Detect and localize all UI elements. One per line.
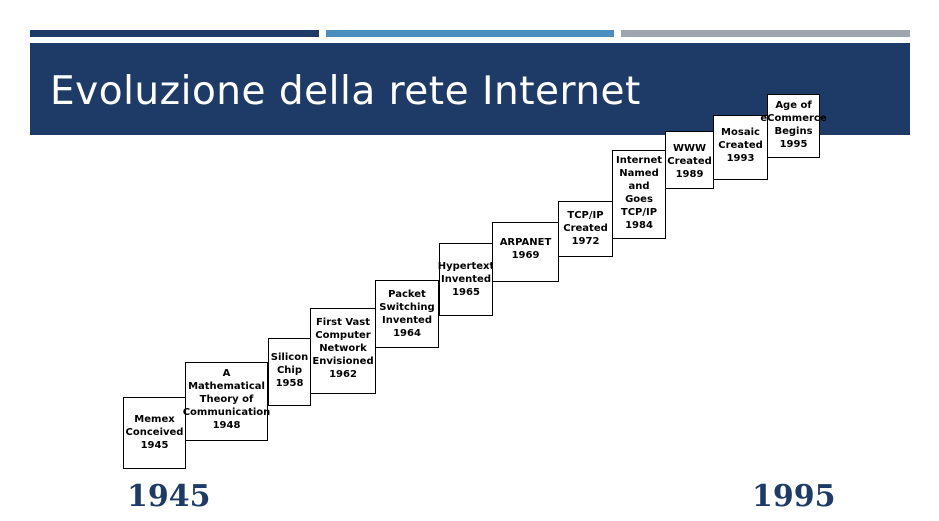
step-year: 1993	[726, 153, 755, 164]
accent-bar-dark	[30, 30, 319, 37]
step-year: 1948	[212, 420, 241, 431]
step-label: TCP/IP Created	[563, 210, 608, 234]
step-label: ARPANET	[499, 237, 552, 248]
step-year: 1995	[779, 139, 808, 150]
step-internet-named: Internet Named and Goes TCP/IP 1984	[612, 150, 666, 239]
step-label: Memex Conceived	[125, 414, 184, 438]
step-hypertext: Hypertext Invented 1965	[437, 243, 495, 316]
step-label: Internet Named and Goes TCP/IP	[615, 155, 662, 218]
step-tcp-ip-created: TCP/IP Created 1972	[558, 201, 613, 257]
step-year: 1958	[275, 378, 304, 389]
step-ecommerce: Age of eCommerce Begins 1995	[760, 94, 827, 158]
step-label: Silicon Chip	[270, 352, 309, 376]
step-www: WWW Created 1989	[665, 131, 714, 189]
step-label: A Mathematical Theory of Communication	[182, 368, 271, 418]
timeline-start-year: 1945	[127, 479, 211, 514]
step-packet-switching: Packet Switching Invented 1964	[375, 280, 439, 348]
step-label: Packet Switching Invented	[379, 289, 435, 326]
step-memex: Memex Conceived 1945	[123, 397, 186, 469]
accent-bar-gray	[621, 30, 910, 37]
step-year: 1989	[675, 169, 704, 180]
slide-title: Evoluzione della rete Internet	[50, 69, 641, 114]
step-label: WWW Created	[667, 143, 712, 167]
step-label: First Vast Computer Network Envisioned	[312, 317, 374, 367]
step-label: Age of eCommerce Begins	[760, 100, 827, 137]
step-mathematical-theory: A Mathematical Theory of Communication 1…	[182, 362, 271, 441]
step-year: 1984	[625, 220, 653, 231]
step-year: 1972	[571, 236, 600, 247]
step-label: Hypertext Invented	[437, 261, 495, 285]
accent-bar-blue	[326, 30, 614, 37]
step-arpanet: ARPANET 1969	[492, 222, 559, 282]
step-year: 1965	[452, 287, 480, 298]
step-year: 1962	[329, 369, 357, 380]
step-year: 1964	[393, 328, 421, 339]
step-year: 1945	[140, 440, 169, 451]
step-label: Mosaic Created	[718, 127, 763, 151]
step-mosaic: Mosaic Created 1993	[713, 115, 768, 180]
timeline-end-year: 1995	[752, 479, 836, 514]
step-silicon-chip: Silicon Chip 1958	[268, 338, 311, 406]
step-year: 1969	[511, 250, 540, 261]
step-first-computer-network: First Vast Computer Network Envisioned 1…	[310, 308, 376, 394]
